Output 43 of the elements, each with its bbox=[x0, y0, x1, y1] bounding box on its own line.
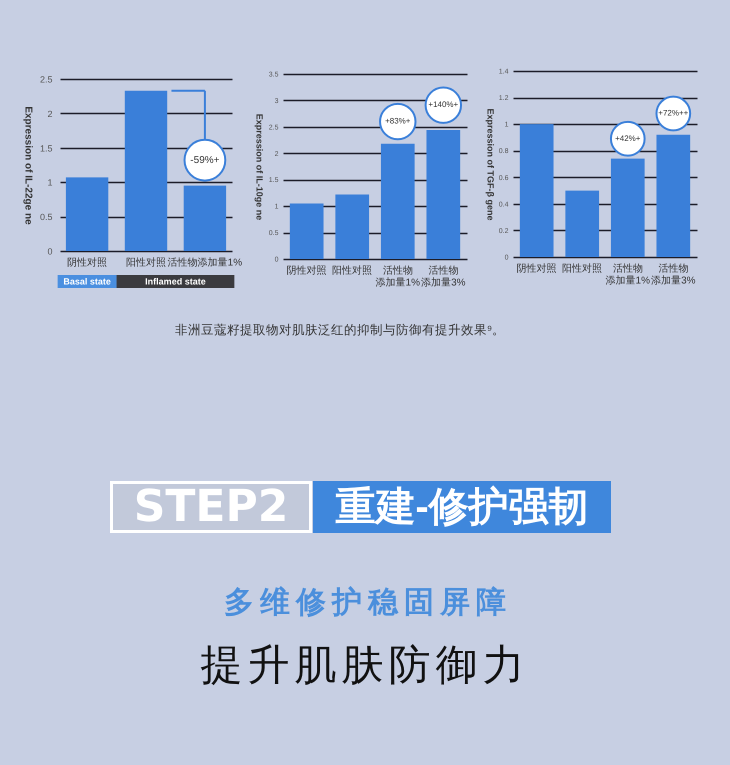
x-tick-label: 阳性对照 bbox=[562, 262, 602, 274]
text: STEP2 bbox=[134, 481, 288, 532]
x-tick-label: 阴性对照 bbox=[67, 256, 108, 268]
x-tick-label: 阴性对照 bbox=[286, 264, 327, 276]
y-tick-label: 1 bbox=[47, 178, 52, 188]
y-axis-title: Expression of TGF-β gene bbox=[486, 108, 496, 221]
x-tick-label: 活性物添加量1% bbox=[168, 256, 242, 268]
bar bbox=[184, 186, 226, 251]
x-tick-label: 活性物添加量1% bbox=[606, 262, 650, 286]
bar bbox=[335, 194, 370, 259]
bar bbox=[380, 144, 415, 259]
text: 重建-修护强韧 bbox=[335, 485, 589, 529]
y-tick-label: 0.5 bbox=[40, 212, 52, 222]
y-tick-label: 2.5 bbox=[40, 74, 52, 84]
annotation: -59%+ bbox=[190, 155, 220, 166]
x-tick-label: 阳性对照 bbox=[126, 256, 166, 268]
bar bbox=[124, 90, 168, 251]
y-tick-label: 2 bbox=[47, 108, 52, 119]
x-tick-label: 活性物添加量3% bbox=[421, 264, 466, 288]
annotation: +140%+ bbox=[428, 100, 459, 110]
y-axis-title: Expression of IL-10ge ne bbox=[254, 114, 264, 220]
annotation: +42%+ bbox=[615, 134, 641, 143]
text: Basal state bbox=[63, 276, 111, 286]
bar bbox=[610, 158, 645, 257]
bar bbox=[656, 134, 690, 257]
text: 提升肌肤防御力 bbox=[200, 641, 530, 688]
text: 非洲豆蔻籽提取物对肌肤泛红的抑制与防御有提升效果⁹。 bbox=[174, 322, 506, 337]
x-tick-label: 阳性对照 bbox=[332, 264, 372, 276]
bar bbox=[290, 204, 324, 259]
text: 多维修护稳固屏障 bbox=[224, 586, 512, 619]
y-tick-label: 0 bbox=[47, 246, 52, 256]
bar bbox=[66, 177, 108, 251]
annotation: +83%+ bbox=[385, 116, 411, 126]
bar bbox=[520, 124, 554, 257]
x-tick-label: 活性物添加量3% bbox=[651, 262, 696, 286]
y-axis-title: Expression of IL-22ge ne bbox=[22, 106, 34, 226]
text: Inflamed state bbox=[145, 276, 206, 286]
bar bbox=[565, 190, 600, 257]
x-tick-label: 活性物添加量1% bbox=[376, 264, 420, 288]
bar bbox=[426, 130, 460, 259]
annotation: +72%++ bbox=[658, 108, 689, 118]
x-tick-label: 阴性对照 bbox=[516, 262, 557, 274]
y-tick-label: 1.5 bbox=[40, 143, 52, 154]
